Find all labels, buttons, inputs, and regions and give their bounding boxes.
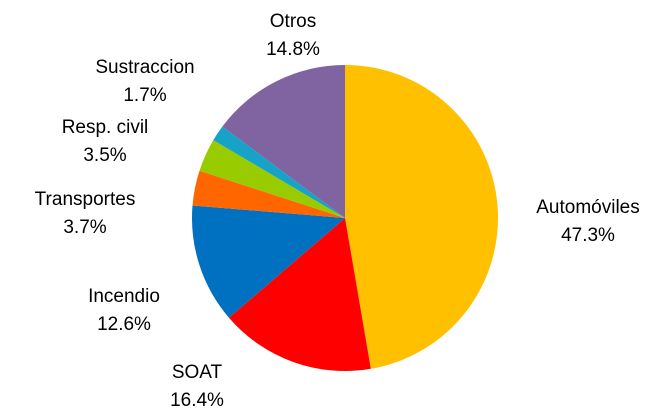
pie-slice — [199, 140, 345, 218]
pie-slice — [345, 65, 499, 369]
slice-label: SOAT — [172, 362, 223, 383]
slice-label: Resp. civil — [62, 117, 149, 138]
slice-label: Automóviles — [536, 197, 640, 218]
slice-label: Otros — [270, 11, 316, 32]
slice-value-label: 3.5% — [83, 145, 126, 166]
slice-value-label: 1.7% — [123, 85, 166, 106]
slice-value-label: 12.6% — [97, 314, 151, 335]
slice-label: Incendio — [88, 286, 160, 307]
pie-slice — [192, 170, 345, 218]
pie-slice — [213, 126, 345, 218]
pie-slice — [228, 218, 371, 372]
pie-slice — [222, 65, 345, 218]
slice-value-label: 3.7% — [63, 217, 106, 238]
slice-value-label: 14.8% — [266, 39, 320, 60]
slice-label: Sustraccion — [95, 57, 194, 78]
slice-value-label: 47.3% — [561, 225, 615, 246]
pie-slice — [191, 205, 345, 318]
slice-value-label: 16.4% — [170, 390, 224, 411]
slice-label: Transportes — [35, 189, 136, 210]
